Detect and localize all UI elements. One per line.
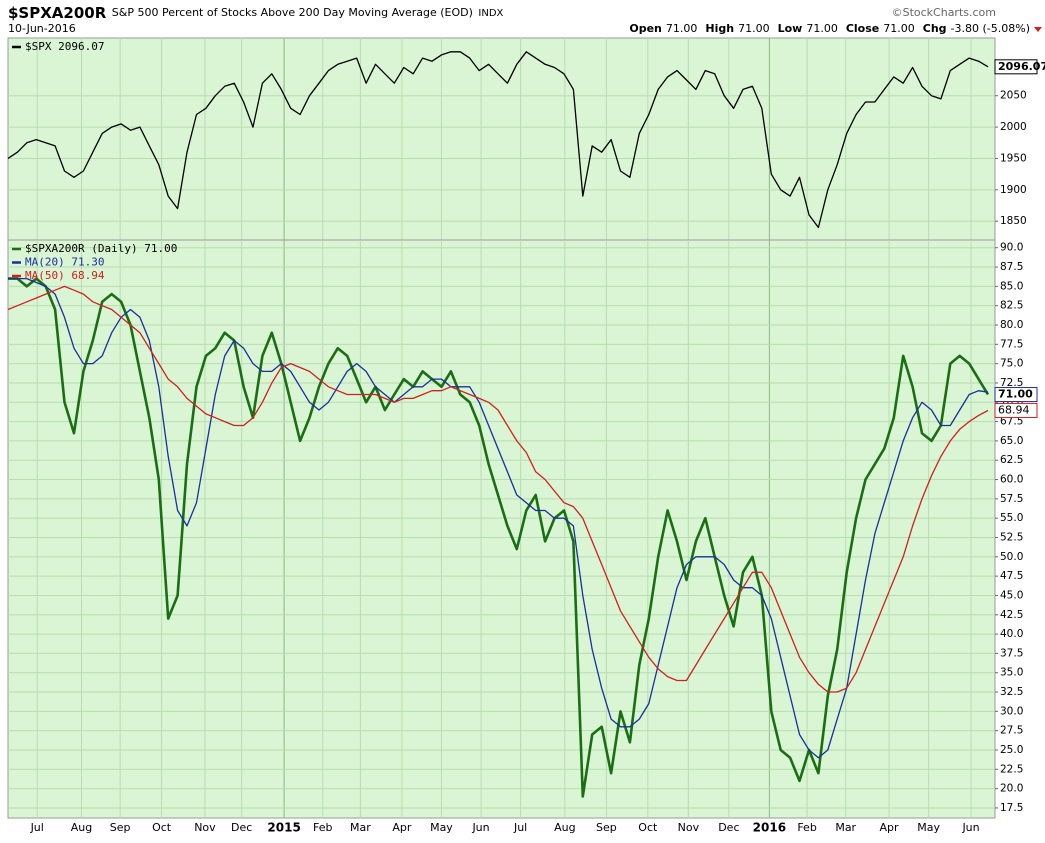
end-tag xyxy=(994,59,1038,75)
series-line xyxy=(7,51,989,229)
end-label: 68.94 xyxy=(998,403,1030,416)
legend-label: MA(50) 68.94 xyxy=(25,269,105,282)
x-tick-label: Mar xyxy=(350,821,371,834)
quote-value: 71.00 xyxy=(666,22,698,35)
y-tick-label: 32.5 xyxy=(1000,686,1023,698)
plot-area xyxy=(7,239,996,819)
quote-value: -3.80 (-5.08%) xyxy=(951,22,1030,35)
y-tick-label: 1900 xyxy=(1000,184,1027,196)
x-tick-label: May xyxy=(430,821,453,834)
quote-label: Open xyxy=(629,22,662,35)
x-tick-label: Nov xyxy=(678,821,700,834)
y-tick-label: 87.5 xyxy=(1000,261,1023,273)
x-tick-label: 2015 xyxy=(267,821,300,835)
y-tick-label: 82.5 xyxy=(1000,300,1023,312)
y-tick-label: 35.0 xyxy=(1000,667,1023,679)
y-tick-label: 45.0 xyxy=(1000,589,1023,601)
legend-label: MA(20) 71.30 xyxy=(25,256,104,269)
x-tick-label: Dec xyxy=(718,821,739,834)
x-tick-label: Jun xyxy=(471,821,489,834)
symbol: $SPXA200R xyxy=(8,4,107,22)
quote-value: 71.00 xyxy=(738,22,770,35)
description: S&P 500 Percent of Stocks Above 200 Day … xyxy=(112,6,473,19)
quote-label: High xyxy=(705,22,734,35)
y-tick-label: 62.5 xyxy=(1000,454,1023,466)
y-tick-label: 47.5 xyxy=(1000,570,1023,582)
quote-label: Chg xyxy=(923,22,947,35)
y-tick-label: 42.5 xyxy=(1000,609,1023,621)
x-tick-label: Oct xyxy=(638,821,658,834)
x-tick-label: Nov xyxy=(194,821,216,834)
x-tick-label: Apr xyxy=(392,821,412,834)
y-tick-label: 27.5 xyxy=(1000,725,1023,737)
y-tick-label: 57.5 xyxy=(1000,493,1023,505)
y-tick-label: 90.0 xyxy=(1000,242,1023,254)
date: 10-Jun-2016 xyxy=(8,22,76,35)
y-tick-label: 2050 xyxy=(1000,90,1027,102)
y-tick-label: 40.0 xyxy=(1000,628,1023,640)
x-tick-label: Aug xyxy=(71,821,92,834)
x-tick-label: Dec xyxy=(231,821,252,834)
end-label: 2096.07 xyxy=(998,60,1045,73)
legend-label: $SPXA200R (Daily) 71.00 xyxy=(25,242,177,255)
x-tick-label: Apr xyxy=(880,821,900,834)
x-tick-label: Mar xyxy=(835,821,856,834)
x-tick-label: Aug xyxy=(554,821,575,834)
quote-label: Low xyxy=(778,22,803,35)
y-tick-label: 55.0 xyxy=(1000,512,1023,524)
y-tick-label: 30.0 xyxy=(1000,705,1023,717)
y-tick-label: 20.0 xyxy=(1000,783,1023,795)
x-tick-label: Sep xyxy=(596,821,617,834)
y-tick-label: 2000 xyxy=(1000,121,1027,133)
y-tick-label: 1950 xyxy=(1000,152,1027,164)
x-tick-label: Oct xyxy=(152,821,172,834)
quote-value: 71.00 xyxy=(806,22,838,35)
y-tick-label: 72.5 xyxy=(1000,377,1023,389)
plot-area xyxy=(7,37,996,241)
x-tick-label: Jul xyxy=(513,821,527,834)
series-line xyxy=(8,277,989,759)
down-arrow xyxy=(1034,27,1042,32)
end-tag xyxy=(994,387,1038,403)
y-tick-label: 60.0 xyxy=(1000,474,1023,486)
x-tick-label: Sep xyxy=(110,821,131,834)
quote-label: Close xyxy=(846,22,879,35)
header: $SPXA200R S&P 500 Percent of Stocks Abov… xyxy=(8,4,504,22)
y-tick-label: 50.0 xyxy=(1000,551,1023,563)
series-line xyxy=(7,285,989,693)
y-tick-label: 67.5 xyxy=(1000,416,1023,428)
x-tick-label: Feb xyxy=(797,821,816,834)
y-tick-label: 77.5 xyxy=(1000,338,1023,350)
y-tick-label: 75.0 xyxy=(1000,358,1023,370)
y-tick-label: 80.0 xyxy=(1000,319,1023,331)
x-tick-label: May xyxy=(917,821,940,834)
quote-value: 71.00 xyxy=(883,22,915,35)
quote: Open 71.00 High 71.00 Low 71.00 Close 71.00 Chg -… xyxy=(629,22,1030,35)
end-tag xyxy=(994,402,1038,418)
exchange: INDX xyxy=(478,8,503,19)
y-tick-label: 25.0 xyxy=(1000,744,1023,756)
y-tick-label: 1850 xyxy=(1000,215,1027,227)
x-tick-label: 2016 xyxy=(753,821,786,835)
x-tick-label: Feb xyxy=(313,821,332,834)
y-tick-label: 37.5 xyxy=(1000,647,1023,659)
y-tick-label: 22.5 xyxy=(1000,763,1023,775)
y-tick-label: 85.0 xyxy=(1000,280,1023,292)
x-tick-label: Jul xyxy=(30,821,44,834)
y-tick-label: 65.0 xyxy=(1000,435,1023,447)
y-tick-label: 52.5 xyxy=(1000,532,1023,544)
series-line xyxy=(8,277,990,798)
end-label: 71.00 xyxy=(998,388,1033,401)
source: ©StockCharts.com xyxy=(892,6,996,19)
legend-label: $SPX 2096.07 xyxy=(25,40,104,53)
y-tick-label: 17.5 xyxy=(1000,802,1023,814)
x-tick-label: Jun xyxy=(961,821,979,834)
